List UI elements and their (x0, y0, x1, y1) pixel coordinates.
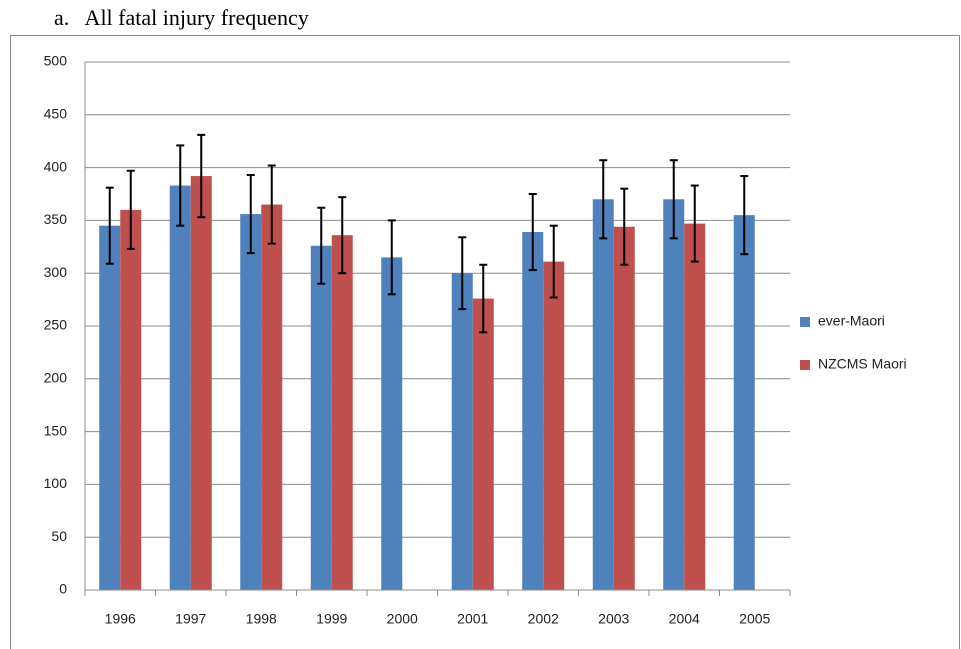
y-tick-label: 0 (59, 581, 67, 597)
error-bar (479, 263, 488, 334)
y-tick-label: 50 (51, 528, 67, 544)
y-tick-label: 100 (44, 475, 68, 491)
x-tick-label: 2005 (739, 611, 770, 627)
x-tick-label: 1996 (105, 611, 136, 627)
x-tick-label: 2001 (457, 611, 488, 627)
bar (472, 298, 494, 590)
bar (733, 215, 755, 590)
x-tick-label: 1997 (175, 611, 206, 627)
error-bar (669, 159, 678, 240)
error-bar (620, 187, 629, 266)
y-tick-label: 450 (44, 106, 68, 122)
legend-swatch (800, 360, 810, 370)
error-bar (317, 206, 326, 285)
error-bar (549, 224, 558, 299)
bar (543, 261, 565, 590)
error-bar (126, 169, 135, 250)
bar (99, 225, 121, 590)
error-bar (246, 173, 255, 255)
bar (190, 176, 212, 590)
bar (613, 226, 635, 590)
y-tick-label: 400 (44, 158, 68, 174)
x-tick-label: 2004 (669, 611, 700, 627)
x-tick-label: 2000 (387, 611, 418, 627)
bar (451, 273, 473, 590)
error-bar (458, 236, 467, 311)
bar (663, 199, 685, 590)
error-bar (599, 159, 608, 240)
error-bar (528, 193, 537, 272)
error-bar (387, 219, 396, 296)
y-tick-label: 500 (44, 53, 68, 69)
error-bar (338, 196, 347, 275)
legend-label: NZCMS Maori (818, 356, 907, 372)
error-bar (740, 175, 749, 256)
chart-title: a. All fatal injury frequency (54, 5, 309, 30)
x-tick-label: 1999 (316, 611, 347, 627)
y-tick-label: 200 (44, 370, 68, 386)
x-tick-label: 2002 (528, 611, 559, 627)
bar (684, 223, 706, 590)
error-bar (197, 133, 206, 219)
legend-swatch (800, 317, 810, 327)
y-tick-label: 350 (44, 211, 68, 227)
bar (261, 204, 283, 590)
bar (522, 232, 544, 591)
bar (120, 209, 142, 590)
bar (310, 245, 332, 590)
y-tick-label: 300 (44, 264, 68, 280)
x-tick-label: 2003 (598, 611, 629, 627)
error-bar (176, 144, 185, 227)
y-tick-label: 250 (44, 317, 68, 333)
bar (592, 199, 614, 590)
error-bar (105, 186, 114, 265)
legend-label: ever-Maori (818, 313, 885, 329)
bar (381, 257, 403, 590)
error-bar (267, 164, 276, 245)
x-tick-label: 1998 (246, 611, 277, 627)
bar (331, 235, 353, 590)
error-bar (690, 184, 699, 263)
y-tick-label: 150 (44, 422, 68, 438)
bar (169, 185, 191, 590)
bar (240, 214, 262, 590)
